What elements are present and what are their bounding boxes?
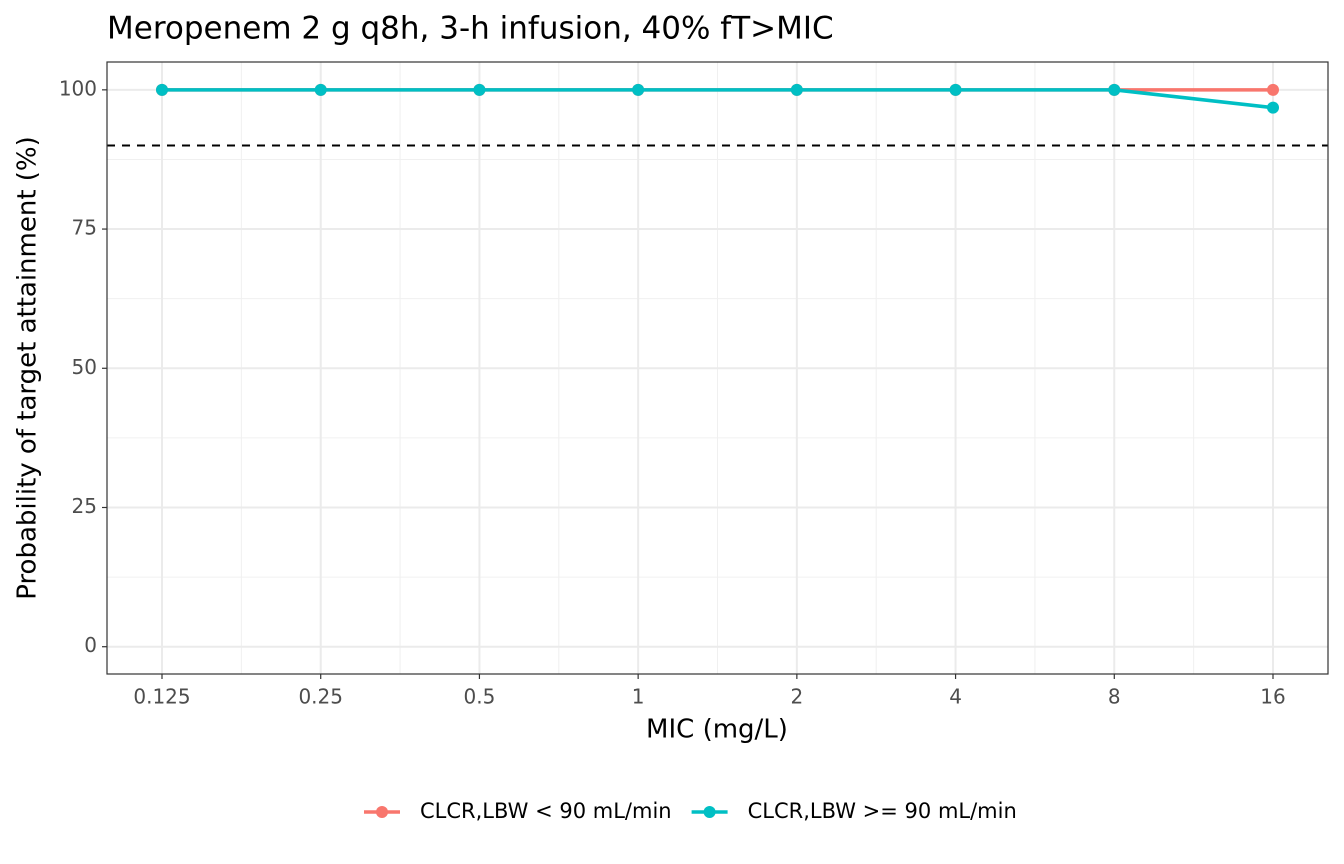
legend-key-point bbox=[376, 806, 388, 818]
x-tick-label: 1 bbox=[632, 685, 645, 709]
x-tick-label: 0.5 bbox=[464, 685, 496, 709]
panel-border bbox=[106, 61, 1329, 675]
y-tick-label: 25 bbox=[72, 494, 97, 518]
point bbox=[1108, 83, 1121, 96]
y-tick-label: 50 bbox=[72, 355, 97, 379]
chart-title: Meropenem 2 g q8h, 3-h infusion, 40% fT>… bbox=[107, 11, 834, 47]
y-tick-label: 75 bbox=[72, 216, 97, 240]
x-tick-label: 8 bbox=[1108, 685, 1121, 709]
x-tick-label: 16 bbox=[1260, 685, 1285, 709]
y-tick-label: 100 bbox=[59, 76, 97, 100]
legend-label: CLCR,LBW < 90 mL/min bbox=[420, 799, 672, 823]
series-line bbox=[162, 88, 1274, 110]
legend-key-point bbox=[703, 806, 716, 818]
x-axis-title: MIC (mg/L) bbox=[646, 715, 788, 745]
point bbox=[1267, 101, 1279, 114]
x-tick-label: 4 bbox=[949, 685, 962, 709]
y-axis-title: Probability of target attainment (%) bbox=[13, 136, 43, 600]
point bbox=[473, 83, 486, 96]
point bbox=[156, 83, 168, 96]
point bbox=[1267, 83, 1279, 96]
point bbox=[632, 83, 645, 96]
x-tick-label: 0.25 bbox=[298, 685, 343, 709]
point bbox=[314, 83, 327, 96]
point bbox=[790, 83, 803, 96]
legend-label: CLCR,LBW >= 90 mL/min bbox=[748, 799, 1017, 823]
y-tick-label: 0 bbox=[84, 633, 97, 657]
x-tick-label: 2 bbox=[790, 685, 803, 709]
x-tick-label: 0.125 bbox=[133, 685, 190, 709]
point bbox=[949, 83, 962, 96]
